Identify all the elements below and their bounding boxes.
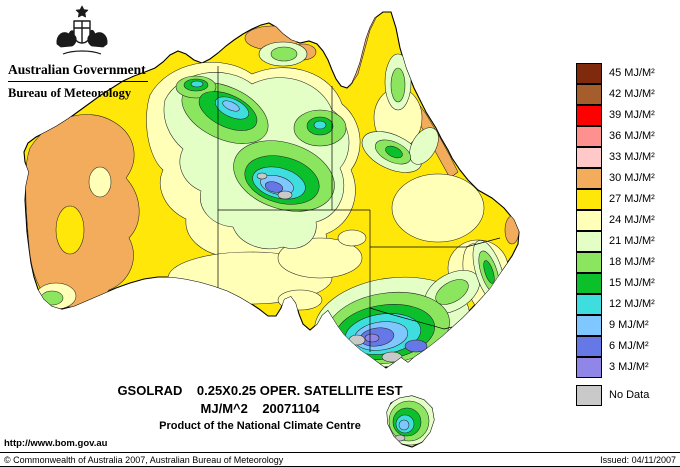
legend-row: 12 MJ/M² <box>576 293 655 315</box>
legend-swatch <box>576 125 602 147</box>
legend-swatch <box>576 335 602 357</box>
legend-row: 27 MJ/M² <box>576 188 655 210</box>
masthead: Australian Government Bureau of Meteorol… <box>8 4 156 101</box>
coat-of-arms-icon <box>56 5 108 55</box>
legend-row: 36 MJ/M² <box>576 125 655 147</box>
australia-solar-map <box>23 11 520 448</box>
legend-label: 21 MJ/M² <box>609 234 655 247</box>
legend-label: No Data <box>609 388 650 401</box>
government-title: Australian Government <box>8 62 146 77</box>
map-title-line2: MJ/M^2 20071104 <box>200 401 320 416</box>
map-title-line1: GSOLRAD 0.25X0.25 OPER. SATELLITE EST <box>117 383 403 398</box>
map-title-block: GSOLRAD 0.25X0.25 OPER. SATELLITE EST MJ… <box>70 383 450 432</box>
legend-swatch <box>576 83 602 105</box>
state-borders <box>217 66 501 352</box>
legend-label: 6 MJ/M² <box>609 339 649 352</box>
legend-label: 45 MJ/M² <box>609 66 655 79</box>
legend-row: 42 MJ/M² <box>576 83 655 105</box>
legend-swatch <box>576 230 602 252</box>
legend-row: No Data <box>576 384 655 406</box>
legend-label: 36 MJ/M² <box>609 129 655 142</box>
legend-swatch <box>576 293 602 315</box>
issued-date: Issued: 04/11/2007 <box>600 454 676 465</box>
legend-swatch <box>576 272 602 294</box>
legend-label: 39 MJ/M² <box>609 108 655 121</box>
map-title-line3: Product of the National Climate Centre <box>159 420 361 432</box>
legend-swatch <box>576 209 602 231</box>
legend-label: 18 MJ/M² <box>609 255 655 268</box>
legend: 45 MJ/M² 42 MJ/M² 39 MJ/M² 36 MJ/M² 33 MJ/M²… <box>576 62 655 406</box>
legend-row: 45 MJ/M² <box>576 62 655 84</box>
legend-label: 12 MJ/M² <box>609 297 655 310</box>
legend-swatch <box>576 146 602 168</box>
footer-bar: © Commonwealth of Australia 2007, Austra… <box>0 452 680 467</box>
legend-row: 39 MJ/M² <box>576 104 655 126</box>
legend-row: 18 MJ/M² <box>576 251 655 273</box>
legend-swatch <box>576 167 602 189</box>
legend-label: 24 MJ/M² <box>609 213 655 226</box>
legend-row: 21 MJ/M² <box>576 230 655 252</box>
legend-swatch <box>576 104 602 126</box>
legend-label: 42 MJ/M² <box>609 87 655 100</box>
legend-label: 27 MJ/M² <box>609 192 655 205</box>
legend-swatch <box>576 62 602 84</box>
legend-label: 30 MJ/M² <box>609 171 655 184</box>
legend-row: 3 MJ/M² <box>576 356 655 378</box>
legend-label: 15 MJ/M² <box>609 276 655 289</box>
bom-url[interactable]: http://www.bom.gov.au <box>4 438 108 449</box>
legend-row: 24 MJ/M² <box>576 209 655 231</box>
legend-swatch <box>576 251 602 273</box>
legend-row: 33 MJ/M² <box>576 146 655 168</box>
legend-swatch <box>576 314 602 336</box>
masthead-divider <box>8 81 148 82</box>
copyright-text: © Commonwealth of Australia 2007, Austra… <box>4 454 284 465</box>
legend-swatch <box>576 384 602 406</box>
legend-swatch <box>576 188 602 210</box>
legend-row: 6 MJ/M² <box>576 335 655 357</box>
legend-swatch <box>576 356 602 378</box>
legend-row: 15 MJ/M² <box>576 272 655 294</box>
legend-row: 9 MJ/M² <box>576 314 655 336</box>
bureau-title: Bureau of Meteorology <box>8 86 132 100</box>
legend-label: 9 MJ/M² <box>609 318 649 331</box>
legend-label: 3 MJ/M² <box>609 360 649 373</box>
legend-label: 33 MJ/M² <box>609 150 655 163</box>
legend-row: 30 MJ/M² <box>576 167 655 189</box>
